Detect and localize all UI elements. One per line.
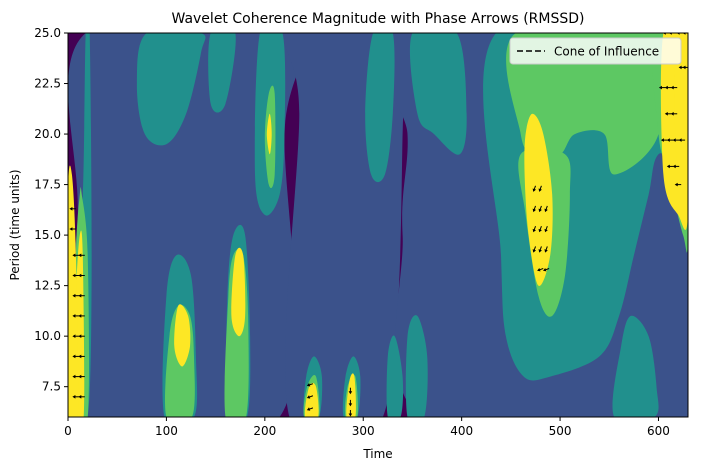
phase-arrow	[78, 273, 85, 278]
phase-arrow	[78, 314, 85, 318]
phase-arrow	[72, 314, 79, 318]
phase-arrow	[672, 138, 680, 142]
y-tick-label: 15.0	[34, 228, 61, 242]
phase-arrow	[664, 85, 672, 90]
phase-arrow	[538, 205, 542, 213]
phase-arrow	[660, 138, 668, 142]
y-tick-label: 22.5	[34, 77, 61, 91]
contour-region-level-3	[506, 33, 671, 175]
phase-arrow	[78, 354, 85, 359]
y-tick-label: 25.0	[34, 26, 61, 40]
chart-title: Wavelet Coherence Magnitude with Phase A…	[172, 11, 585, 27]
phase-arrow	[532, 226, 537, 233]
legend-box	[509, 37, 682, 65]
phase-arrow	[69, 207, 76, 211]
x-tick-label: 100	[155, 424, 178, 438]
legend: Cone of Influence	[509, 37, 682, 65]
phase-arrow	[532, 185, 537, 192]
contour-region-level-2	[405, 315, 428, 417]
phase-arrow	[538, 185, 542, 192]
phase-arrow	[78, 334, 85, 338]
y-axis: 7.5 10.0 12.5 15.0 17.5 20.0 22.5 25.0	[34, 26, 68, 394]
phase-arrow	[670, 85, 678, 90]
phase-arrow	[544, 246, 548, 253]
phase-arrow	[537, 267, 544, 272]
phase-arrow	[72, 374, 79, 379]
phase-arrow	[532, 246, 537, 253]
phase-arrow	[78, 293, 85, 298]
y-tick-label: 10.0	[34, 329, 61, 343]
phase-arrow	[306, 395, 314, 399]
contour-region-level-2	[409, 33, 467, 155]
phase-arrow	[348, 399, 353, 407]
phase-arrow	[348, 387, 353, 395]
x-tick-label: 0	[64, 424, 72, 438]
contour-region-level-4	[524, 113, 553, 287]
contour-region-level-4	[346, 373, 356, 417]
phase-arrow	[72, 334, 79, 338]
y-tick-label: 12.5	[34, 279, 61, 293]
phase-arrow	[78, 374, 85, 379]
phase-arrow	[78, 395, 85, 399]
x-axis: 0 100 200 300 400 500 600	[64, 417, 670, 438]
phase-arrow	[348, 410, 353, 417]
phase-arrow	[72, 273, 79, 278]
contour-layer	[68, 33, 688, 417]
legend-entry: Cone of Influence	[554, 45, 659, 59]
phase-arrow	[72, 293, 79, 298]
x-tick-label: 400	[450, 424, 473, 438]
phase-arrow	[72, 395, 79, 399]
x-tick-label: 600	[647, 424, 670, 438]
phase-arrow	[544, 226, 548, 233]
contour-region-level-2	[365, 33, 395, 183]
phase-arrow	[532, 205, 537, 213]
phase-arrow	[72, 354, 79, 359]
phase-arrow	[666, 164, 674, 169]
phase-arrow	[78, 253, 85, 258]
phase-arrow	[69, 227, 76, 231]
phase-arrow	[664, 112, 672, 116]
plot-frame	[67, 32, 689, 418]
phase-arrow	[306, 383, 314, 387]
phase-arrow	[538, 246, 542, 253]
phase-arrow	[672, 164, 680, 169]
x-tick-label: 500	[549, 424, 572, 438]
phase-arrow	[72, 253, 79, 258]
contour-region-level-2	[208, 33, 236, 113]
y-tick-label: 17.5	[34, 178, 61, 192]
phase-arrow	[670, 112, 678, 116]
contour-region-level-4	[174, 304, 191, 367]
contour-region-level-2	[136, 33, 206, 146]
phase-arrow	[306, 407, 314, 411]
phase-arrow	[674, 182, 682, 187]
phase-arrow	[666, 138, 674, 142]
phase-arrow	[544, 205, 548, 213]
phase-arrow	[682, 65, 688, 70]
x-tick-label: 300	[352, 424, 375, 438]
contour-region-level-2	[386, 335, 404, 417]
contour-region-level-4	[231, 247, 246, 337]
x-axis-label: Time	[362, 447, 392, 461]
y-tick-label: 20.0	[34, 127, 61, 141]
y-tick-label: 7.5	[42, 380, 61, 394]
phase-arrow	[678, 138, 686, 142]
phase-arrow	[538, 226, 542, 233]
y-axis-label: Period (time units)	[8, 169, 22, 280]
phase-arrow	[658, 85, 666, 90]
x-tick-label: 200	[253, 424, 276, 438]
contour-region-level-2	[612, 315, 659, 417]
contour-region-level-4	[266, 113, 272, 155]
phase-arrow	[543, 267, 550, 272]
